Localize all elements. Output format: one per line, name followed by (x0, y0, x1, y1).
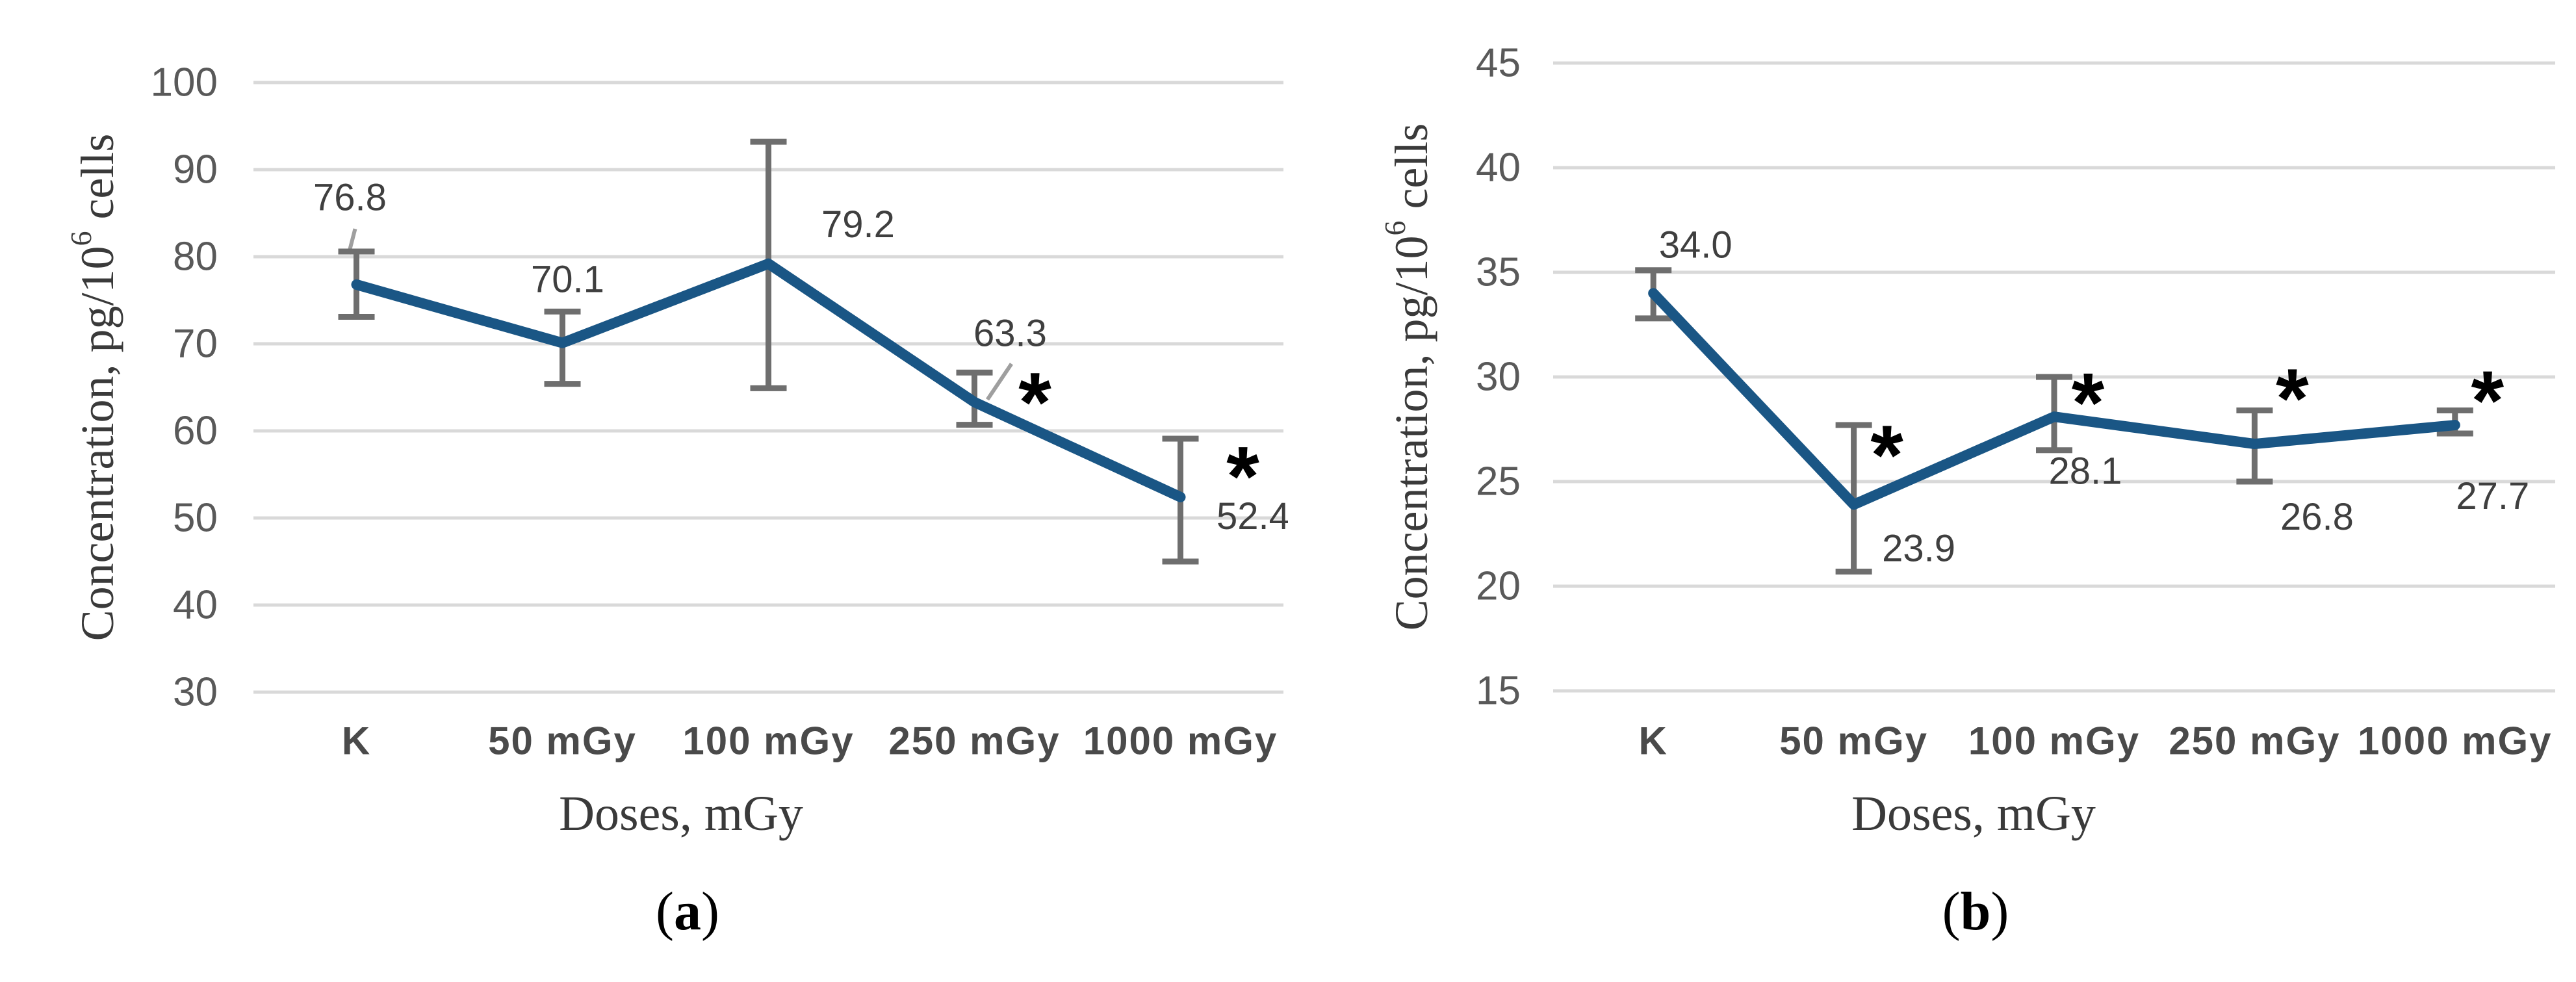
svg-text:100 mGy: 100 mGy (1968, 719, 2140, 763)
panel-caption: (b) (1942, 881, 2009, 942)
svg-text:Doses, mGy: Doses, mGy (1851, 786, 2096, 841)
svg-text:*: * (2072, 355, 2105, 450)
svg-text:30: 30 (173, 670, 218, 715)
svg-text:90: 90 (173, 148, 218, 192)
panel-caption: (a) (656, 881, 719, 942)
chart-panel-b: 15 20 25 30 35 40 45 Concentration, pg/106 cell… (1288, 0, 2576, 982)
y-axis-title: Concentration, pg/106 cells (1378, 123, 1438, 631)
svg-text:40: 40 (173, 583, 218, 628)
svg-text:(a): (a) (656, 881, 719, 942)
svg-text:40: 40 (1476, 146, 1521, 190)
x-axis-category-labels: K 50 mGy 100 mGy 250 mGy 1000 mGy (342, 719, 1278, 763)
svg-text:50 mGy: 50 mGy (488, 719, 637, 763)
svg-text:*: * (1870, 407, 1903, 502)
x-axis-category-labels: K 50 mGy 100 mGy 250 mGy 1000 mGy (1639, 719, 2553, 763)
svg-text:*: * (2471, 353, 2505, 448)
svg-text:25: 25 (1476, 459, 1521, 504)
svg-text:76.8: 76.8 (313, 176, 387, 218)
svg-text:50: 50 (173, 496, 218, 541)
data-labels: 34.0 23.9 28.1 26.8 27.7 (1659, 224, 2529, 570)
line-chart-b: 15 20 25 30 35 40 45 Concentration, pg/106 cell… (1378, 41, 2555, 942)
series-line (351, 258, 1186, 502)
svg-text:79.2: 79.2 (821, 203, 895, 246)
significance-asterisks: ** (1018, 355, 1259, 524)
svg-text:26.8: 26.8 (2280, 496, 2354, 538)
svg-text:*: * (1226, 429, 1259, 524)
significance-asterisks: * * * * (1870, 351, 2504, 502)
series-line (1648, 288, 2460, 510)
y-axis-tick-labels: 30 40 50 60 70 80 90 100 (151, 60, 218, 715)
x-axis-title: Doses, mGy (1851, 786, 2096, 841)
svg-text:K: K (342, 719, 371, 763)
error-bars (338, 138, 1199, 565)
svg-text:52.4: 52.4 (1217, 495, 1288, 537)
svg-text:27.7: 27.7 (2456, 475, 2529, 517)
svg-text:20: 20 (1476, 564, 1521, 609)
svg-text:15: 15 (1476, 669, 1521, 714)
svg-text:23.9: 23.9 (1882, 528, 1955, 570)
svg-text:70.1: 70.1 (531, 258, 604, 300)
svg-text:30: 30 (1476, 355, 1521, 400)
y-axis-title: Concentration, pg/106 cells (64, 134, 124, 641)
svg-text:K: K (1639, 719, 1668, 763)
data-labels: 76.8 70.1 79.2 63.3 52.4 (313, 176, 1288, 537)
svg-text:(b): (b) (1942, 881, 2009, 942)
svg-text:70: 70 (173, 322, 218, 367)
svg-text:*: * (2276, 351, 2309, 446)
y-axis-tick-labels: 15 20 25 30 35 40 45 (1476, 41, 1521, 714)
x-axis-title: Doses, mGy (559, 786, 803, 841)
svg-text:63.3: 63.3 (973, 312, 1047, 354)
svg-text:35: 35 (1476, 250, 1521, 295)
chart-panel-a: 30 40 50 60 70 80 90 100 Concentration, pg/106 c… (64, 60, 1289, 942)
svg-text:250 mGy: 250 mGy (2169, 719, 2340, 763)
svg-text:Concentration, pg/106 cells: Concentration, pg/106 cells (1378, 123, 1438, 631)
svg-text:*: * (1018, 355, 1051, 450)
svg-text:60: 60 (173, 409, 218, 454)
svg-text:100: 100 (151, 60, 218, 105)
svg-text:45: 45 (1476, 41, 1521, 86)
svg-text:34.0: 34.0 (1659, 224, 1732, 266)
svg-text:1000 mGy: 1000 mGy (2358, 719, 2553, 763)
svg-text:100 mGy: 100 mGy (682, 719, 854, 763)
svg-text:50 mGy: 50 mGy (1779, 719, 1928, 763)
svg-text:Doses, mGy: Doses, mGy (559, 786, 803, 841)
line-chart-a: 30 40 50 60 70 80 90 100 Concentration, pg/106 c… (64, 60, 1289, 942)
svg-text:80: 80 (173, 235, 218, 279)
svg-text:28.1: 28.1 (2049, 450, 2122, 492)
svg-text:1000 mGy: 1000 mGy (1083, 719, 1278, 763)
svg-text:250 mGy: 250 mGy (888, 719, 1060, 763)
svg-text:Concentration, pg/106 cells: Concentration, pg/106 cells (64, 134, 124, 641)
